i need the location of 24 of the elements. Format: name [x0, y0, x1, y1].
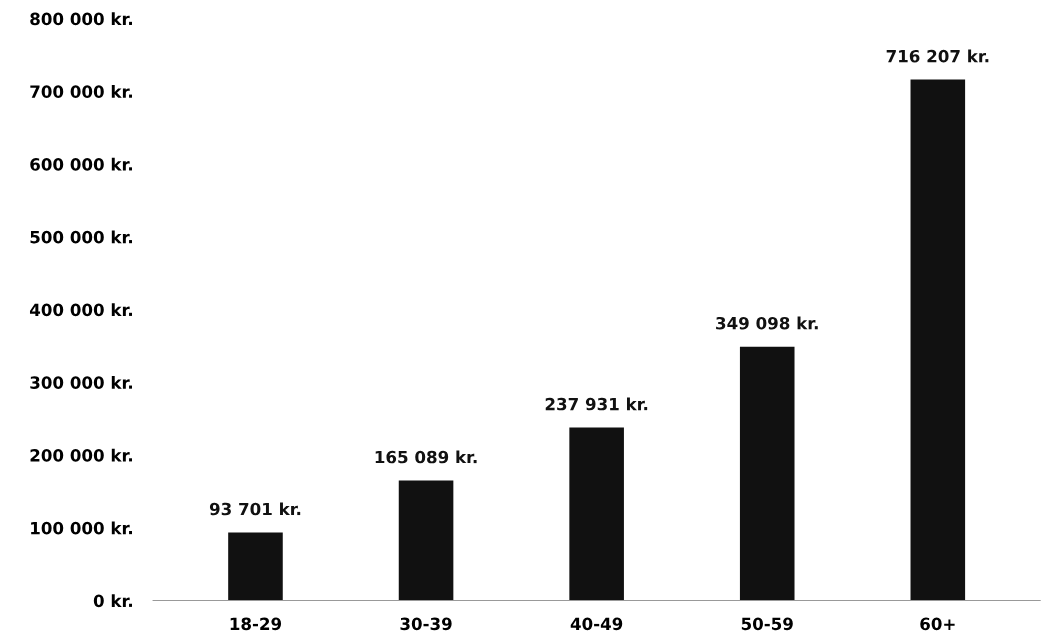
x-tick-label: 50-59	[741, 617, 793, 631]
data-label: 349 098 kr.	[716, 316, 818, 330]
y-tick-label: 400 000 kr.	[29, 303, 132, 317]
x-tick-label: 30-39	[400, 617, 452, 631]
bar	[228, 532, 283, 601]
bar	[910, 79, 966, 601]
bar	[398, 480, 454, 601]
data-label: 93 701 kr.	[209, 502, 301, 516]
y-tick-label: 200 000 kr.	[30, 448, 132, 462]
data-label: 237 931 kr.	[545, 397, 648, 411]
bar	[569, 427, 624, 601]
data-label: 716 207 kr.	[886, 49, 989, 63]
y-tick-label: 800 000 kr.	[30, 12, 132, 26]
y-tick-label: 700 000 kr.	[30, 85, 132, 98]
data-label: 165 089 kr.	[375, 450, 477, 464]
y-tick-label: 0 kr.	[93, 594, 132, 608]
y-tick-label: 500 000 kr.	[30, 230, 132, 244]
bar	[739, 346, 795, 601]
y-tick-label: 100 000 kr.	[31, 521, 132, 535]
x-tick-label: 18-29	[230, 617, 282, 631]
y-tick-label: 300 000 kr.	[30, 376, 132, 389]
x-tick-label: 40-49	[570, 617, 623, 631]
y-tick-label: 600 000 kr.	[30, 157, 132, 171]
x-tick-label: 60+	[920, 617, 955, 631]
